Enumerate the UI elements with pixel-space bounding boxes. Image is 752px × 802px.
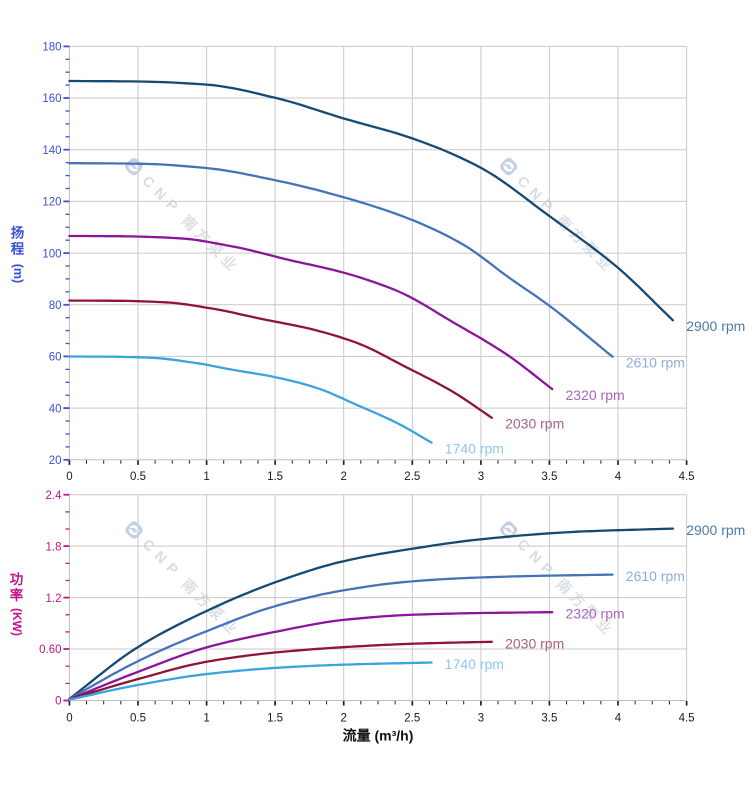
svg-text:4.5: 4.5 [679, 713, 695, 725]
svg-text:0.5: 0.5 [130, 713, 146, 725]
svg-text:1.5: 1.5 [267, 713, 283, 725]
svg-text:0: 0 [66, 471, 72, 483]
svg-text:120: 120 [42, 197, 61, 209]
svg-text:3.5: 3.5 [541, 713, 557, 725]
svg-text:140: 140 [42, 145, 61, 157]
svg-text:2030 rpm: 2030 rpm [505, 635, 564, 651]
svg-text:4: 4 [615, 713, 622, 725]
svg-text:率: 率 [10, 587, 24, 603]
svg-text:160: 160 [42, 93, 61, 105]
svg-text:20: 20 [49, 455, 62, 467]
svg-text:4: 4 [615, 471, 622, 483]
svg-text:3.5: 3.5 [541, 471, 557, 483]
svg-text:0.60: 0.60 [39, 644, 61, 656]
svg-text:1740 rpm: 1740 rpm [445, 440, 504, 456]
svg-text:1.5: 1.5 [267, 471, 283, 483]
svg-text:2: 2 [340, 471, 346, 483]
svg-text:2900 rpm: 2900 rpm [686, 522, 745, 538]
svg-text:2320 rpm: 2320 rpm [566, 606, 625, 622]
svg-text:40: 40 [49, 403, 62, 415]
svg-text:60: 60 [49, 352, 62, 364]
svg-text:2.5: 2.5 [404, 471, 420, 483]
svg-text:80: 80 [49, 300, 62, 312]
svg-text:4.5: 4.5 [679, 471, 695, 483]
svg-text:(m): (m) [11, 264, 25, 283]
svg-text:1.2: 1.2 [46, 593, 62, 605]
svg-text:3: 3 [478, 713, 484, 725]
svg-text:1740 rpm: 1740 rpm [445, 656, 504, 672]
svg-text:扬: 扬 [11, 225, 25, 241]
svg-text:0.5: 0.5 [130, 471, 146, 483]
svg-text:2320 rpm: 2320 rpm [566, 387, 625, 403]
svg-text:2.4: 2.4 [46, 490, 63, 502]
svg-text:(KW): (KW) [10, 608, 24, 636]
svg-text:2900 rpm: 2900 rpm [686, 318, 745, 334]
svg-text:流量 (m³/h): 流量 (m³/h) [343, 728, 414, 744]
svg-text:2610 rpm: 2610 rpm [626, 355, 685, 371]
svg-text:1: 1 [203, 713, 209, 725]
svg-text:程: 程 [11, 242, 25, 257]
svg-text:1: 1 [203, 471, 209, 483]
svg-text:0: 0 [55, 696, 61, 708]
svg-text:2610 rpm: 2610 rpm [626, 568, 685, 584]
svg-text:2030 rpm: 2030 rpm [505, 416, 564, 432]
svg-text:0: 0 [66, 713, 72, 725]
svg-text:1.8: 1.8 [46, 541, 62, 553]
svg-text:2.5: 2.5 [404, 713, 420, 725]
svg-text:180: 180 [42, 42, 61, 54]
svg-text:2: 2 [340, 713, 346, 725]
svg-text:功: 功 [10, 572, 24, 587]
svg-text:3: 3 [478, 471, 484, 483]
svg-text:100: 100 [42, 248, 61, 260]
